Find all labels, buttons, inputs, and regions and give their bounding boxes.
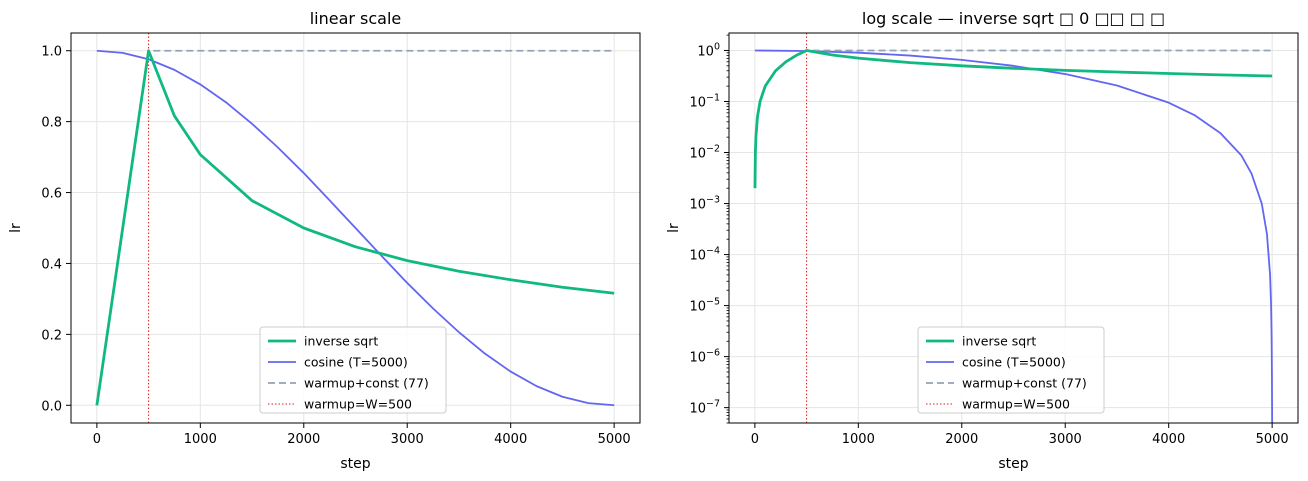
chart-title: linear scale — [310, 9, 402, 28]
series-line-cosine-t-5000- — [96, 49, 615, 407]
y-tick-label: 0.8 — [41, 116, 62, 131]
y-tick-label: 0.2 — [41, 328, 62, 343]
legend-label: inverse sqrt — [962, 334, 1036, 349]
y-tick-label: 10−5 — [689, 297, 720, 315]
x-tick-label: 4000 — [494, 432, 527, 447]
y-tick-label: 10−1 — [689, 92, 720, 110]
series-line-cosine-t-5000- — [754, 49, 1274, 423]
series-line-inverse-sqrt — [95, 49, 615, 406]
legend-label: cosine (T=5000) — [304, 355, 408, 370]
y-tick-exponent: −3 — [706, 195, 720, 206]
legend-label: inverse sqrt — [304, 334, 378, 349]
y-tick-label: 10−4 — [689, 246, 720, 264]
y-tick-exponent: −2 — [706, 144, 720, 155]
y-tick-base: 10 — [697, 44, 714, 59]
x-tick-label: 2000 — [945, 432, 978, 447]
legend-box — [259, 326, 447, 414]
x-tick-label: 0 — [751, 432, 759, 447]
y-tick-base: 10 — [689, 147, 706, 162]
y-axis-title: lr — [8, 223, 24, 233]
plot-area — [753, 33, 1274, 423]
y-tick-label: 10−2 — [689, 144, 720, 162]
y-tick-exponent: −5 — [706, 297, 720, 308]
plot-frame — [70, 32, 641, 424]
x-tick-label: 3000 — [391, 432, 424, 447]
legend-box — [917, 326, 1105, 414]
plot-frame — [728, 32, 1299, 424]
legend-label: warmup+const (77) — [962, 376, 1087, 391]
x-tick-label: 4000 — [1152, 432, 1185, 447]
y-tick-base: 10 — [689, 95, 706, 110]
y-tick-label: 1.0 — [41, 45, 62, 60]
y-tick-label: 10−3 — [689, 195, 720, 213]
y-tick-base: 10 — [689, 300, 706, 315]
y-tick-label: 0.6 — [41, 187, 62, 202]
y-tick-label: 0.4 — [41, 257, 62, 272]
x-tick-label: 0 — [93, 432, 101, 447]
legend-label: warmup=W=500 — [304, 397, 412, 412]
x-tick-label: 3000 — [1049, 432, 1082, 447]
x-axis-title: step — [340, 456, 370, 472]
legend-label: warmup=W=500 — [962, 397, 1070, 412]
x-axis-title: step — [998, 456, 1028, 472]
y-tick-base: 10 — [689, 249, 706, 264]
x-tick-label: 5000 — [598, 432, 631, 447]
chart-title: log scale — inverse sqrt □ 0 □□ □ □ — [862, 9, 1165, 28]
y-tick-exponent: 0 — [714, 41, 720, 52]
linear-scale-panel: 0 1000 2000 3000 4000 5000 0.0 0.2 0.4 0.6 0.8 1.0 l… — [8, 9, 641, 472]
x-tick-label: 2000 — [287, 432, 320, 447]
x-tick-label: 1000 — [842, 432, 875, 447]
y-tick-label: 100 — [697, 41, 720, 59]
y-tick-label: 0.0 — [41, 399, 62, 414]
legend-label: cosine (T=5000) — [962, 355, 1066, 370]
log-scale-panel: 0 1000 2000 3000 4000 500010−710−610−510−410−… — [666, 9, 1299, 472]
x-tick-label: 5000 — [1256, 432, 1289, 447]
y-axis-title: lr — [666, 223, 682, 233]
y-tick-exponent: −1 — [706, 92, 720, 103]
y-tick-base: 10 — [689, 402, 706, 417]
legend: inverse sqrt cosine (T=5000) warmup+const … — [917, 326, 1105, 414]
plot-area — [95, 33, 615, 423]
y-tick-base: 10 — [689, 198, 706, 213]
x-tick-label: 1000 — [184, 432, 217, 447]
series-line-inverse-sqrt — [753, 49, 1273, 189]
y-tick-label: 10−6 — [689, 348, 720, 366]
legend-label: warmup+const (77) — [304, 376, 429, 391]
y-tick-exponent: −6 — [706, 348, 720, 359]
y-tick-base: 10 — [689, 351, 706, 366]
legend: inverse sqrt cosine (T=5000) warmup+const … — [259, 326, 447, 414]
y-tick-exponent: −7 — [706, 399, 720, 410]
y-tick-exponent: −4 — [706, 246, 720, 257]
y-tick-label: 10−7 — [689, 399, 720, 417]
